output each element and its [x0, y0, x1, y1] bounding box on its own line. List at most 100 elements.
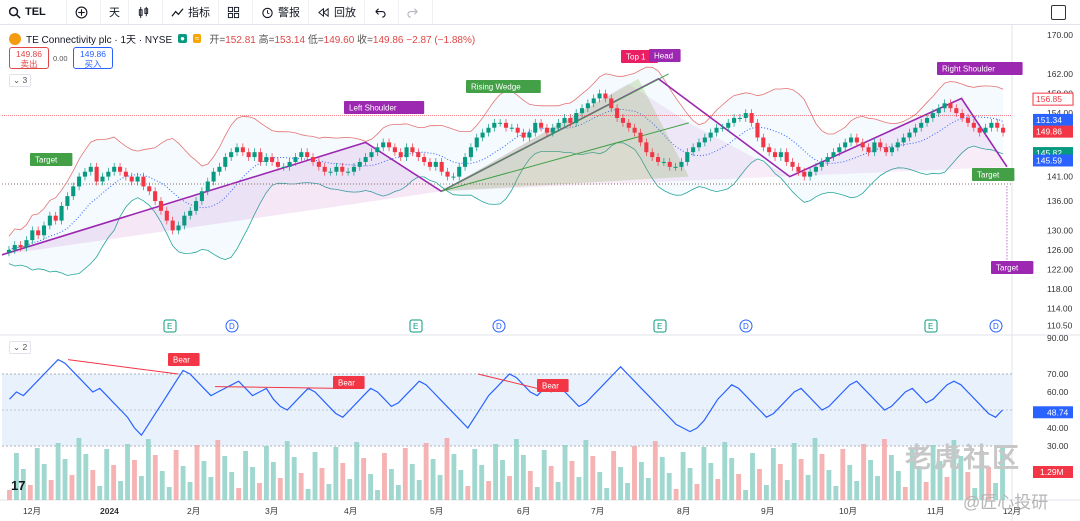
candle-body — [755, 122, 760, 138]
candle-body — [544, 127, 549, 133]
undo-button[interactable] — [365, 0, 399, 24]
volume-bar — [312, 452, 318, 500]
replay-button[interactable]: 回放 — [309, 0, 365, 24]
volume-bar — [1000, 446, 1005, 500]
volume-bar — [187, 482, 193, 500]
target-label-left: Target — [35, 156, 58, 165]
volume-bar — [951, 440, 957, 500]
candle-body — [328, 171, 333, 173]
candle-body — [971, 122, 976, 128]
volume-bar — [902, 487, 908, 500]
candle-body — [579, 108, 585, 114]
price-tag-label: 149.86 — [1036, 127, 1062, 137]
candle-body — [574, 113, 579, 123]
rsi-tick-label: 48.74 — [1047, 407, 1069, 417]
buy-button[interactable]: 149.86 买入 — [73, 47, 113, 69]
volume-bar — [409, 464, 415, 500]
candle-body — [357, 161, 362, 167]
pane-collapse-1[interactable]: ⌄ 3 — [9, 74, 32, 87]
redo-button[interactable] — [399, 0, 433, 24]
candle-body — [503, 122, 509, 128]
volume-bar — [882, 439, 887, 500]
candle-body — [615, 108, 620, 118]
candle-body — [638, 132, 643, 143]
volume-bar — [201, 461, 207, 500]
candle-body — [749, 113, 754, 123]
volume-bar — [604, 488, 610, 500]
sell-button[interactable]: 149.86 卖出 — [9, 47, 49, 69]
legend-title: TE Connectivity plc · 1天 · NYSE — [26, 35, 173, 46]
price-tag-label: 145.82 — [1036, 148, 1062, 158]
candle-body — [831, 152, 836, 158]
candle-body — [410, 147, 415, 153]
candle-body — [194, 201, 199, 211]
pane-collapse-2[interactable]: ⌄ 2 — [9, 341, 32, 354]
candle-body — [603, 93, 608, 99]
volume-bar — [132, 460, 137, 500]
volume-bar — [993, 483, 999, 500]
bear-label: Bear — [542, 382, 559, 391]
candle-body — [480, 132, 485, 138]
event-marker — [492, 319, 506, 333]
price-tag-bg — [1033, 113, 1073, 126]
volume-bar — [611, 451, 617, 500]
volume-bar — [125, 444, 130, 500]
price-tick-label: 110.50 — [1047, 321, 1073, 331]
watermark-main: 老虎社区 — [905, 443, 1021, 473]
candle-body — [866, 147, 871, 153]
time-tick-label: 6月 — [517, 506, 530, 516]
candle-body — [609, 98, 614, 109]
indicators-button[interactable]: 指标 — [163, 0, 219, 24]
candle-body — [667, 161, 672, 167]
volume-bar — [548, 466, 554, 500]
candle-body — [620, 117, 626, 123]
candle-body — [995, 122, 1000, 128]
candle-body — [77, 176, 82, 187]
rsi-tick-label: 90.00 — [1047, 333, 1069, 343]
volume-bar — [354, 442, 360, 500]
volume-bar — [416, 480, 422, 500]
candle-body — [369, 152, 374, 158]
candle-body — [258, 152, 263, 162]
event-marker — [924, 319, 938, 333]
candle-body — [878, 142, 883, 148]
wave-icon: ≈ — [193, 34, 202, 43]
volume-bar — [868, 460, 874, 500]
rewind-icon — [318, 7, 329, 17]
candle-body — [170, 220, 175, 231]
volume-bar — [243, 451, 249, 500]
volume-bar — [541, 450, 547, 500]
interval-button[interactable]: 天 — [101, 0, 129, 24]
volume-bar — [493, 444, 499, 500]
candle-body — [889, 147, 895, 153]
time-tick-label: 10月 — [839, 506, 857, 516]
candle-body — [568, 117, 573, 123]
candle-body — [188, 210, 193, 216]
candle-body — [463, 157, 468, 167]
candle-body — [848, 137, 854, 143]
alert-button[interactable]: 警报 — [253, 0, 309, 24]
volume-bar — [83, 454, 89, 500]
fullscreen-button[interactable] — [1051, 5, 1066, 20]
symbol-search[interactable]: TEL — [0, 0, 67, 24]
candle-body — [913, 127, 918, 133]
volume-bar — [715, 479, 721, 500]
candle-body — [942, 103, 947, 109]
candle-body — [837, 147, 842, 153]
layout-button[interactable] — [219, 0, 253, 24]
candle-body — [556, 122, 561, 128]
event-marker-text: E — [413, 322, 418, 331]
candle-body — [381, 142, 386, 148]
candle-body — [977, 127, 982, 133]
candle-body — [983, 127, 988, 133]
candle-body — [989, 122, 994, 128]
candle-body — [252, 152, 257, 158]
volume-bar — [861, 444, 867, 500]
compare-button[interactable] — [67, 0, 101, 24]
candle-body — [930, 113, 935, 118]
candle-body — [708, 132, 713, 138]
chart-type-button[interactable] — [129, 0, 163, 24]
volume-bar — [916, 466, 922, 500]
candle-body — [293, 157, 298, 162]
